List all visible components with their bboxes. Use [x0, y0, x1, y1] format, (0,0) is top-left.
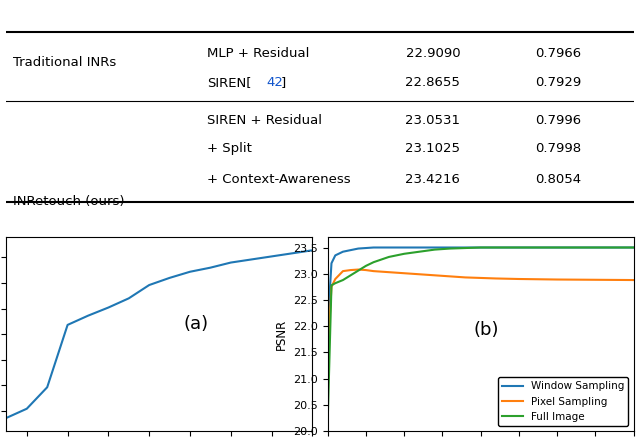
- Text: + Context-Awareness: + Context-Awareness: [207, 172, 351, 186]
- Pixel Sampling: [362, 268, 370, 273]
- Text: 0.8054: 0.8054: [535, 172, 581, 186]
- Text: 22.9090: 22.9090: [406, 47, 460, 60]
- Pixel Sampling: [415, 271, 423, 277]
- Full Image: [362, 263, 370, 268]
- Pixel Sampling: [355, 267, 362, 272]
- Legend: Window Sampling, Pixel Sampling, Full Image: Window Sampling, Pixel Sampling, Full Im…: [497, 377, 628, 426]
- Text: 42: 42: [267, 76, 284, 89]
- Full Image: [591, 245, 599, 250]
- Line: Window Sampling: Window Sampling: [328, 248, 634, 326]
- Window Sampling: [477, 245, 484, 250]
- Window Sampling: [553, 245, 561, 250]
- Pixel Sampling: [630, 277, 637, 282]
- Pixel Sampling: [328, 284, 335, 290]
- Full Image: [332, 281, 339, 286]
- Full Image: [477, 245, 484, 250]
- Text: ]: ]: [281, 76, 286, 89]
- Full Image: [415, 249, 423, 254]
- Window Sampling: [355, 246, 362, 251]
- Full Image: [370, 260, 378, 265]
- Pixel Sampling: [324, 352, 332, 358]
- Text: 23.4216: 23.4216: [406, 172, 460, 186]
- Window Sampling: [400, 245, 408, 250]
- Text: SIREN[: SIREN[: [207, 76, 252, 89]
- Pixel Sampling: [400, 271, 408, 276]
- Full Image: [385, 254, 393, 260]
- Full Image: [324, 421, 332, 426]
- Pixel Sampling: [591, 277, 599, 282]
- Window Sampling: [332, 253, 339, 258]
- Pixel Sampling: [370, 268, 378, 274]
- Window Sampling: [362, 246, 370, 251]
- Text: 22.8655: 22.8655: [406, 76, 460, 89]
- Text: 23.1025: 23.1025: [405, 143, 460, 155]
- Full Image: [339, 277, 347, 282]
- Window Sampling: [591, 245, 599, 250]
- Text: Traditional INRs: Traditional INRs: [13, 56, 116, 69]
- Full Image: [492, 245, 500, 250]
- Text: 0.7929: 0.7929: [535, 76, 582, 89]
- Full Image: [400, 251, 408, 257]
- Window Sampling: [415, 245, 423, 250]
- Pixel Sampling: [477, 275, 484, 281]
- Text: (b): (b): [474, 321, 499, 339]
- Pixel Sampling: [461, 275, 469, 280]
- Text: + Split: + Split: [207, 143, 252, 155]
- Pixel Sampling: [385, 270, 393, 275]
- Line: Pixel Sampling: Pixel Sampling: [328, 270, 634, 355]
- Line: Full Image: Full Image: [328, 248, 634, 423]
- Text: MLP + Residual: MLP + Residual: [207, 47, 310, 60]
- Full Image: [431, 247, 438, 252]
- Full Image: [461, 246, 469, 251]
- Text: 0.7996: 0.7996: [535, 114, 581, 127]
- Window Sampling: [515, 245, 523, 250]
- Full Image: [446, 246, 454, 251]
- Window Sampling: [347, 247, 355, 253]
- Pixel Sampling: [515, 276, 523, 282]
- Pixel Sampling: [553, 277, 561, 282]
- Full Image: [328, 282, 335, 288]
- Window Sampling: [339, 249, 347, 254]
- Window Sampling: [328, 260, 335, 266]
- Window Sampling: [370, 245, 378, 250]
- Pixel Sampling: [347, 268, 355, 273]
- Full Image: [515, 245, 523, 250]
- Full Image: [347, 273, 355, 278]
- Text: (a): (a): [184, 315, 209, 334]
- Window Sampling: [446, 245, 454, 250]
- Text: INRetouch (ours): INRetouch (ours): [13, 194, 124, 208]
- Y-axis label: PSNR: PSNR: [275, 319, 287, 350]
- Pixel Sampling: [431, 273, 438, 278]
- Text: 0.7998: 0.7998: [535, 143, 581, 155]
- Text: 0.7966: 0.7966: [535, 47, 581, 60]
- Pixel Sampling: [339, 268, 347, 274]
- Window Sampling: [630, 245, 637, 250]
- Window Sampling: [431, 245, 438, 250]
- Pixel Sampling: [446, 274, 454, 279]
- Full Image: [553, 245, 561, 250]
- Window Sampling: [324, 323, 332, 329]
- Window Sampling: [492, 245, 500, 250]
- Window Sampling: [461, 245, 469, 250]
- Window Sampling: [385, 245, 393, 250]
- Pixel Sampling: [492, 276, 500, 281]
- Full Image: [630, 245, 637, 250]
- Text: SIREN + Residual: SIREN + Residual: [207, 114, 322, 127]
- Full Image: [355, 268, 362, 273]
- Pixel Sampling: [332, 276, 339, 282]
- Text: 23.0531: 23.0531: [405, 114, 460, 127]
